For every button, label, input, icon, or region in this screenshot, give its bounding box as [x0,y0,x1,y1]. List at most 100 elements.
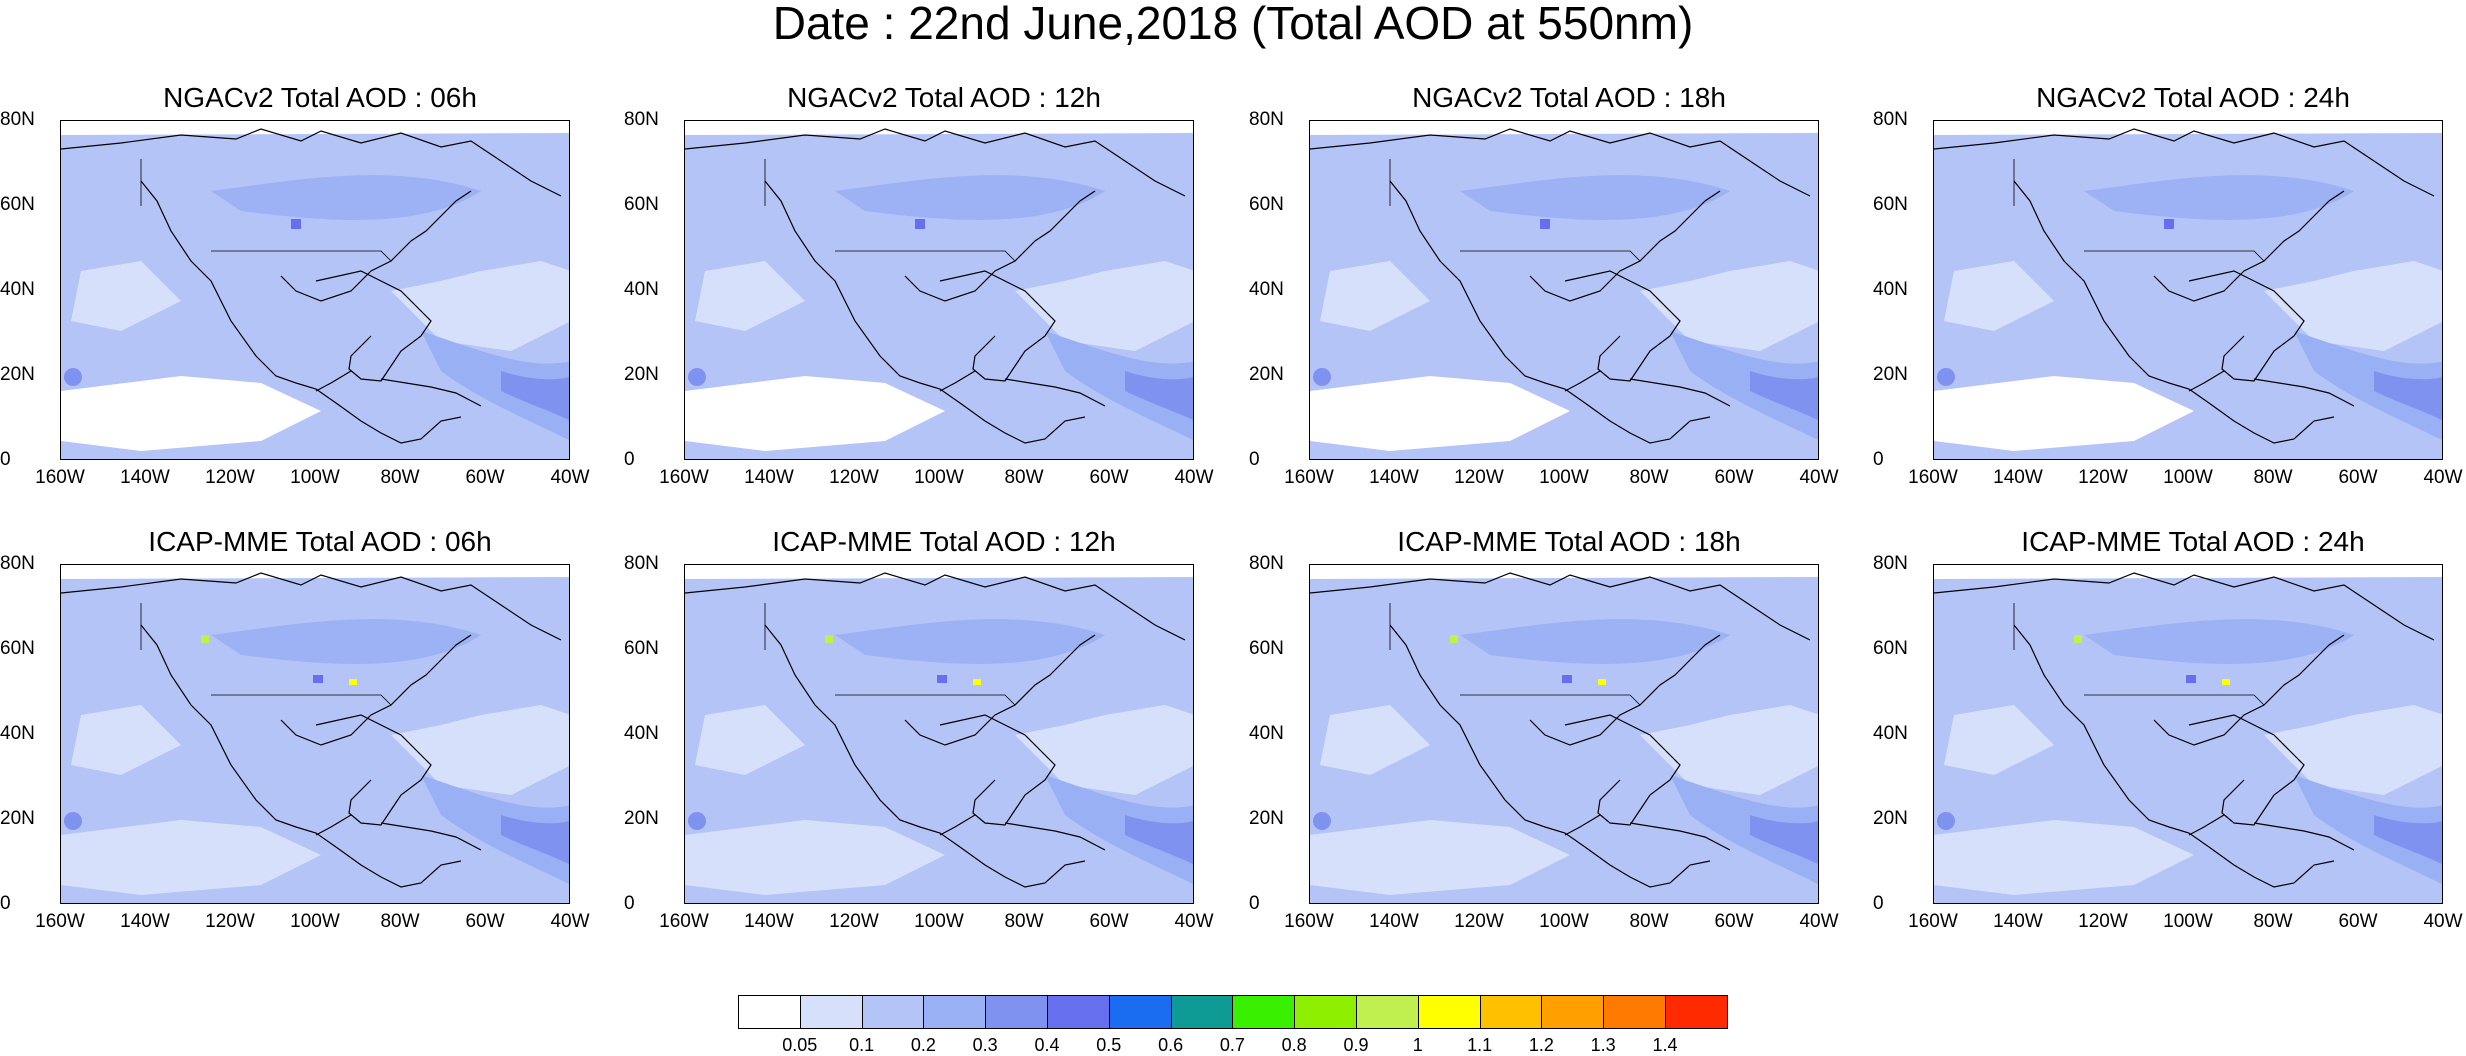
low-aod-region [61,376,321,451]
panel-title: NGACv2 Total AOD : 18h [1412,82,1726,113]
longitude-tick-label: 160W [1908,467,1958,488]
latitude-tick-label: 20N [1873,808,1908,829]
high-aod-hotspot [349,679,357,685]
latitude-tick-label: 60N [1873,638,1908,659]
dust-plume-core [2374,815,2442,865]
longitude-tick-label: 160W [1908,911,1958,932]
colorbar-swatch [1294,995,1357,1029]
hawaii-aod-spot [64,812,82,830]
smoke-plume [211,619,481,664]
map-panel: ICAP-MME Total AOD : 24h 80N 60N 40N 20N 0 160… [1873,526,2466,966]
high-aod-hotspot [1598,679,1606,685]
panel-title: NGACv2 Total AOD : 24h [2036,82,2350,113]
longitude-tick-label: 140W [1993,911,2043,932]
hawaii-aod-spot [688,812,706,830]
latitude-tick-label: 60N [1249,194,1284,215]
colorbar-swatch [1479,995,1543,1029]
longitude-tick-label: 120W [829,911,879,932]
longitude-tick-label: 140W [120,911,170,932]
longitude-tick-label: 120W [205,911,255,932]
map-panel: NGACv2 Total AOD : 12h 80N 60N 40N 20N 0 160W 1… [624,82,1264,522]
political-border [2013,159,2265,262]
low-aod-region [2264,705,2442,795]
longitude-tick-label: 100W [2163,911,2213,932]
hawaii-aod-spot [64,368,82,386]
colorbar-tick-label: 0.4 [1034,1035,1060,1055]
longitude-tick-label: 60W [465,467,505,488]
longitude-tick-label: 160W [1284,911,1334,932]
panel-title: ICAP-MME Total AOD : 24h [2021,526,2365,557]
latitude-tick-label: 40N [624,723,659,744]
map-frame [1933,120,2443,460]
longitude-tick-label: 140W [744,467,794,488]
longitude-tick-label: 100W [914,911,964,932]
colorbar-swatch [1417,995,1481,1029]
low-aod-region [1320,261,1430,331]
colorbar-tick-label: 0.7 [1219,1035,1245,1055]
low-aod-region [1320,705,1430,775]
latitude-tick-label: 20N [624,808,659,829]
high-aod-hotspot [2186,675,2196,683]
dust-plume [421,775,569,885]
arctic-mask [1934,565,2442,579]
political-border [140,159,392,262]
longitude-tick-label: 80W [1004,911,1044,932]
longitude-tick-label: 60W [1714,467,1754,488]
smoke-plume [1460,175,1730,220]
longitude-tick-label: 120W [2078,911,2128,932]
latitude-tick-label: 40N [624,279,659,300]
colorbar-tick-label: 0.6 [1158,1035,1184,1055]
aod-map [61,565,569,903]
dust-plume-core [2374,371,2442,421]
colorbar-swatch [985,995,1048,1029]
latitude-tick-label: 80N [0,553,35,574]
colorbar-tick-label: 1 [1412,1035,1423,1055]
map-frame [60,120,570,460]
map-frame [684,120,1194,460]
latitude-tick-label: 80N [1249,109,1284,130]
longitude-tick-label: 40W [1174,467,1214,488]
latitude-tick-label: 80N [624,553,659,574]
hawaii-aod-spot [1313,368,1331,386]
map-frame [684,564,1194,904]
latitude-tick-label: 0 [1249,893,1260,914]
high-aod-hotspot [825,635,833,643]
longitude-tick-label: 100W [290,911,340,932]
map-panel: NGACv2 Total AOD : 06h 80N 60N 40N 20N 0 160W 1… [0,82,640,522]
low-aod-region [1310,376,1570,451]
longitude-tick-label: 100W [1539,467,1589,488]
high-aod-hotspot [937,675,947,683]
political-border [1389,603,1641,706]
colorbar-swatch [738,995,801,1029]
longitude-tick-label: 120W [1454,911,1504,932]
longitude-tick-label: 140W [1993,467,2043,488]
low-aod-region [695,705,805,775]
latitude-tick-label: 20N [0,808,35,829]
colorbar-tick-label: 0.2 [910,1035,936,1055]
low-aod-region [1934,376,2194,451]
low-aod-region [685,376,945,451]
latitude-tick-label: 0 [0,449,11,470]
longitude-tick-label: 40W [1174,911,1214,932]
longitude-tick-label: 60W [2338,911,2378,932]
longitude-tick-label: 40W [550,911,590,932]
longitude-tick-label: 140W [744,911,794,932]
longitude-tick-label: 40W [550,467,590,488]
latitude-tick-label: 80N [0,109,35,130]
longitude-tick-label: 80W [2253,467,2293,488]
longitude-tick-label: 60W [1089,911,1129,932]
longitude-tick-label: 120W [205,467,255,488]
latitude-tick-label: 0 [0,893,11,914]
colorbar-tick-label: 0.3 [972,1035,998,1055]
dust-plume [1045,331,1193,441]
longitude-tick-label: 160W [35,911,85,932]
smoke-plume [835,619,1105,664]
low-aod-region [71,261,181,331]
high-aod-hotspot [1540,219,1550,229]
colorbar-swatch [1170,995,1234,1029]
latitude-tick-label: 60N [624,638,659,659]
dust-plume-core [1125,371,1193,421]
latitude-tick-label: 20N [0,364,35,385]
political-border [764,159,1016,262]
longitude-tick-label: 160W [35,467,85,488]
